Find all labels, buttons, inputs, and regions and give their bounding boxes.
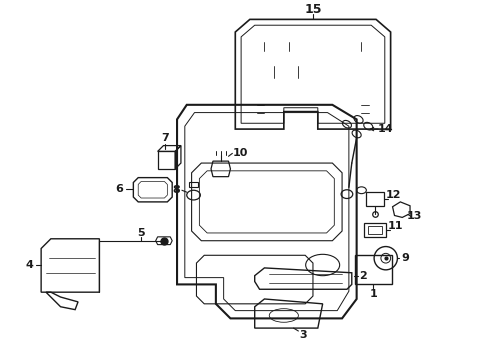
Text: 4: 4	[25, 261, 33, 270]
Text: 3: 3	[299, 330, 307, 340]
Text: 13: 13	[406, 211, 421, 221]
Text: 9: 9	[401, 253, 409, 263]
Text: 14: 14	[378, 124, 393, 134]
Text: 8: 8	[172, 185, 180, 195]
Text: 6: 6	[115, 184, 122, 194]
Text: 1: 1	[369, 289, 377, 299]
Text: 10: 10	[232, 148, 248, 158]
Text: 12: 12	[386, 190, 401, 200]
Text: 11: 11	[388, 221, 403, 231]
Text: 15: 15	[304, 3, 322, 16]
Text: 5: 5	[137, 228, 145, 238]
Text: 7: 7	[162, 133, 169, 143]
Text: 2: 2	[360, 271, 368, 281]
